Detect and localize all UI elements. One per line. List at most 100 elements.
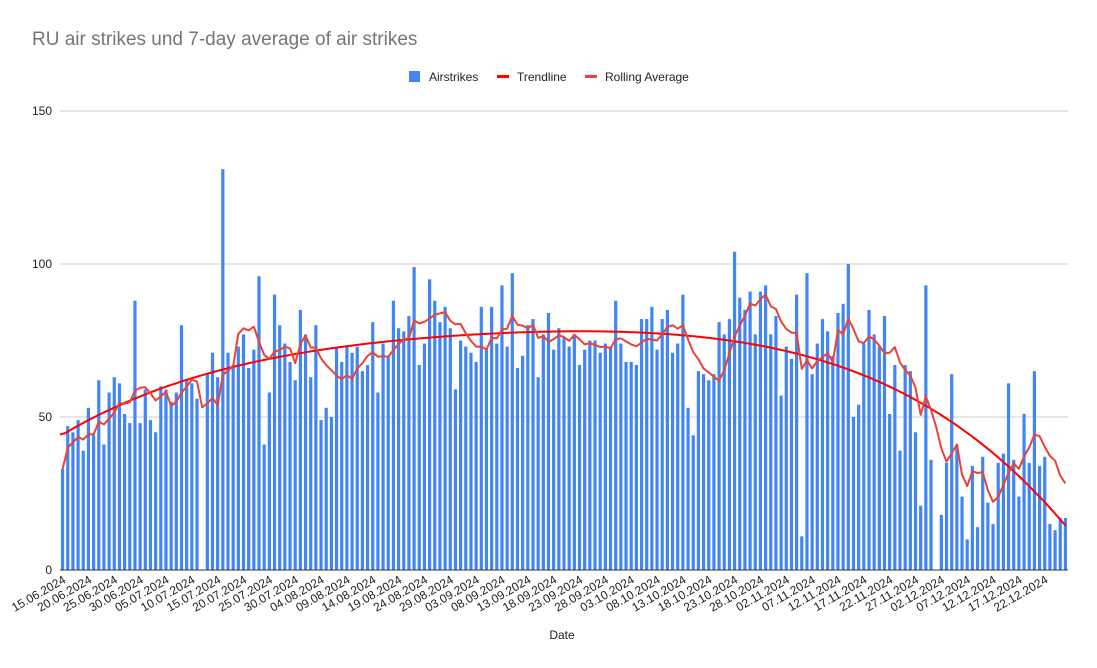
legend: Airstrikes Trendline Rolling Average [409, 70, 689, 84]
bar-airstrikes [815, 343, 819, 570]
legend-swatch-line [585, 75, 597, 78]
bar-airstrikes [748, 291, 752, 570]
bar-airstrikes [764, 285, 768, 570]
y-axis-ticks: 0 50 100 150 [32, 104, 52, 577]
bar-airstrikes [655, 349, 659, 570]
bars [60, 169, 1068, 570]
bar-airstrikes [319, 420, 323, 570]
bar-airstrikes [164, 389, 168, 570]
lines [59, 293, 1067, 527]
bar-airstrikes [557, 328, 561, 570]
bar-airstrikes [355, 346, 359, 570]
bar-airstrikes [536, 377, 540, 570]
bar-airstrikes [800, 536, 804, 570]
bar-airstrikes [707, 380, 711, 570]
bar-airstrikes [975, 527, 980, 570]
bar-airstrikes [795, 294, 799, 570]
bar-airstrikes [1043, 456, 1047, 570]
bar-airstrikes [241, 334, 246, 570]
bar-airstrikes [236, 346, 240, 570]
bar-airstrikes [758, 291, 763, 570]
bar-airstrikes [888, 413, 892, 570]
bar-airstrikes [526, 325, 530, 570]
bar-airstrikes [386, 355, 390, 570]
bar-airstrikes [1027, 462, 1031, 570]
bar-airstrikes [107, 392, 111, 570]
bar-airstrikes [66, 426, 70, 570]
bar-airstrikes [371, 322, 375, 570]
bar-airstrikes [820, 319, 825, 570]
bar-airstrikes [438, 322, 442, 570]
bar-airstrikes [303, 334, 308, 570]
bar-airstrikes [598, 352, 602, 570]
bar-airstrikes [810, 374, 814, 570]
bar-airstrikes [841, 303, 845, 570]
bar-airstrikes [862, 343, 866, 570]
bar-airstrikes [732, 251, 737, 570]
bar-airstrikes [272, 294, 277, 570]
bar-airstrikes [293, 380, 297, 570]
bar-airstrikes [102, 444, 106, 570]
bar-airstrikes [350, 352, 354, 570]
chart-title: RU air strikes und 7-day average of air … [32, 29, 417, 50]
bar-airstrikes [174, 392, 178, 570]
bar-airstrikes [169, 401, 173, 570]
bar-airstrikes [128, 423, 132, 570]
bar-airstrikes [252, 349, 256, 570]
bar-airstrikes [851, 417, 856, 570]
rolling-average-line [61, 293, 1067, 503]
legend-label: Rolling Average [605, 70, 689, 84]
bar-airstrikes [939, 514, 943, 570]
bar-airstrikes [898, 450, 902, 570]
bar-airstrikes [572, 334, 576, 570]
bar-airstrikes [546, 312, 551, 570]
bar-airstrikes [903, 364, 907, 570]
bar-airstrikes [882, 316, 887, 570]
bar-airstrikes [753, 334, 757, 570]
x-axis-ticks: 15.06.202420.06.202425.06.202430.06.2024… [9, 572, 1050, 614]
y-tick-label: 150 [32, 104, 52, 118]
bar-airstrikes [133, 300, 137, 570]
bar-airstrikes [1022, 413, 1026, 570]
bar-airstrikes [531, 319, 535, 570]
bar-airstrikes [660, 319, 664, 570]
bar-airstrikes [474, 361, 478, 570]
bar-airstrikes [743, 309, 747, 570]
bar-airstrikes [86, 407, 91, 570]
bar-airstrikes [691, 435, 695, 570]
bar-airstrikes [727, 319, 732, 570]
bar-airstrikes [965, 539, 969, 570]
bar-airstrikes [345, 346, 349, 570]
bar-airstrikes [722, 334, 726, 570]
legend-swatch-line [497, 75, 509, 78]
bar-airstrikes [521, 355, 525, 570]
bar-airstrikes [205, 374, 209, 570]
bar-airstrikes [448, 328, 452, 570]
bar-airstrikes [433, 300, 437, 570]
bar-airstrikes [288, 361, 292, 570]
bar-airstrikes [981, 456, 985, 570]
bar-airstrikes [262, 444, 266, 570]
bar-airstrikes [267, 392, 271, 570]
legend-swatch-bar [409, 71, 420, 82]
bar-airstrikes [226, 352, 230, 570]
bar-airstrikes [464, 346, 468, 570]
bar-airstrikes [314, 325, 318, 570]
bar-airstrikes [231, 364, 235, 570]
bar-airstrikes [970, 465, 974, 570]
bar-airstrikes [60, 469, 65, 570]
bar-airstrikes [624, 361, 628, 570]
bar-airstrikes [148, 420, 153, 570]
bar-airstrikes [634, 364, 638, 570]
bar-airstrikes [681, 294, 685, 570]
bar-airstrikes [893, 364, 897, 570]
bar-airstrikes [360, 371, 364, 570]
bar-airstrikes [329, 417, 333, 570]
bar-airstrikes [417, 364, 421, 570]
bar-airstrikes [908, 371, 912, 570]
bar-airstrikes [92, 435, 96, 570]
y-tick-label: 50 [39, 410, 53, 424]
bar-airstrikes [396, 328, 401, 570]
bar-airstrikes [117, 383, 122, 570]
